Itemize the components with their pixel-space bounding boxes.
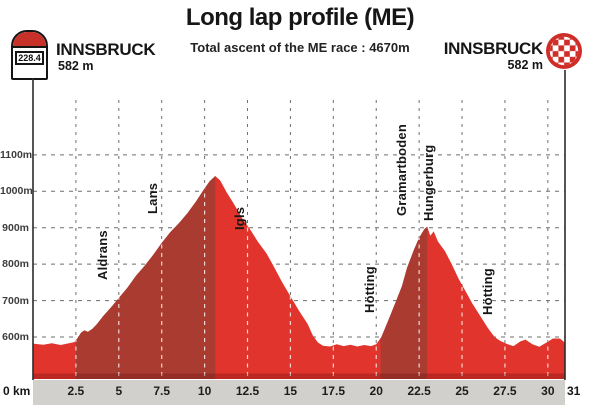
waypoint-label-text: Hötting: [361, 266, 377, 313]
page-title: Long lap profile (ME): [185, 4, 415, 31]
x-tick-label: 27.5: [493, 384, 517, 398]
finish-checkered-icon: [546, 33, 582, 69]
waypoint-label-text: Hungerburg: [421, 144, 437, 221]
start-elevation-label: 582 m: [58, 59, 94, 73]
milestone-red-cap: [13, 32, 46, 48]
x-tick-label: 10: [197, 384, 212, 398]
waypoint-label-text: Hötting: [479, 268, 495, 315]
x-tick-label: 15: [283, 384, 298, 398]
waypoint-label-text: Lans: [144, 182, 160, 214]
y-tick-label: 700m: [2, 294, 29, 307]
x-origin-label: 0 km: [3, 384, 31, 398]
x-tick-label: 17.5: [321, 384, 345, 398]
finish-city-label: INNSBRUCK: [443, 39, 544, 58]
chart-subtitle: Total ascent of the ME race : 4670m: [190, 40, 410, 55]
start-city-label: INNSBRUCK: [56, 40, 156, 59]
base-shade: [33, 373, 565, 379]
x-end-label: 31: [567, 384, 581, 398]
x-tick-label: 25: [455, 384, 469, 398]
finish-elevation-label: 582 m: [507, 58, 543, 72]
y-tick-label: 1000m: [0, 185, 33, 198]
waypoint-label-text: Aldrans: [95, 230, 111, 280]
x-axis-band: 2.5 5 7.5 10 12.5 15 17.5 20 22.5 25 27.5 30: [33, 380, 565, 405]
y-tick-label: 900m: [2, 221, 29, 234]
x-tick-label: 7.5: [153, 384, 171, 398]
y-tick-label: 800m: [2, 258, 29, 271]
y-tick-label: 1100m: [0, 148, 33, 161]
km-milestone-icon: 228.4: [11, 30, 48, 80]
milestone-km-value: 228.4: [15, 51, 44, 65]
x-tick-label: 2.5: [67, 384, 85, 398]
waypoint-label-text: Igls: [232, 206, 248, 230]
y-tick-label: 600m: [2, 331, 29, 343]
x-tick-label: 5: [115, 384, 123, 398]
x-tick-label: 12.5: [235, 384, 260, 398]
x-tick-label: 22.5: [407, 384, 431, 398]
x-tick-label: 20: [369, 384, 383, 398]
x-tick-label: 30: [541, 384, 555, 398]
waypoint-label-text: Gramartboden: [393, 124, 409, 216]
